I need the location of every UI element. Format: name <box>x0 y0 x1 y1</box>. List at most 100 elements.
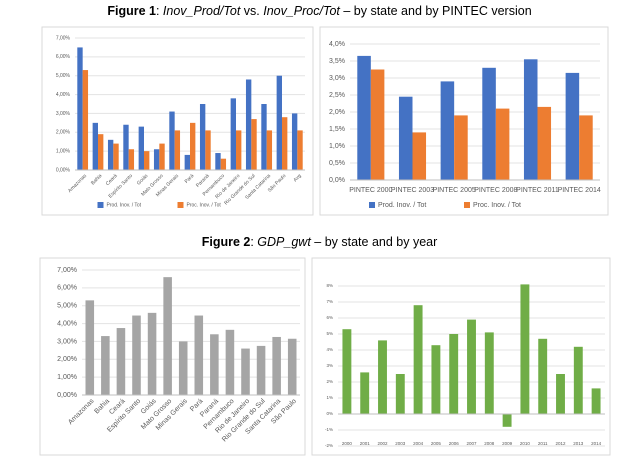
x-tick-label: PINTEC 2005 <box>433 187 476 194</box>
caption: Figure 2: GDP_gwt – by state and by year <box>0 235 639 249</box>
x-tick-label: 2005 <box>431 441 442 446</box>
bar <box>225 329 235 395</box>
caption-text: vs. <box>240 4 264 18</box>
bar <box>357 55 371 180</box>
x-tick-label: 2009 <box>502 441 513 446</box>
x-tick-label: 2012 <box>555 441 566 446</box>
y-tick-label: 3,5% <box>329 58 345 65</box>
bar <box>113 143 119 170</box>
chart-frame <box>311 257 611 456</box>
caption-text: : <box>250 235 258 249</box>
bar <box>282 117 288 170</box>
bar <box>291 113 298 170</box>
bar <box>132 315 141 395</box>
bar <box>523 59 538 180</box>
x-tick-label: Avg <box>292 173 302 183</box>
x-tick-label: PINTEC 2008 <box>474 187 517 194</box>
bar <box>178 341 188 395</box>
bar <box>413 305 423 414</box>
y-tick-label: 4,00% <box>57 320 77 327</box>
x-tick-label: 2003 <box>395 441 406 446</box>
bar <box>174 130 181 170</box>
caption-label: Figure 2 <box>201 235 251 249</box>
bar <box>482 67 496 180</box>
y-tick-label: 1,00% <box>56 148 71 154</box>
bar <box>169 111 175 170</box>
y-tick-label: 4,0% <box>329 41 345 48</box>
bar <box>163 277 172 395</box>
y-tick-label: 6% <box>326 315 333 320</box>
bar <box>138 126 144 170</box>
legend-label: Proc. Inov. / Tot <box>187 202 222 208</box>
y-tick-label: 5% <box>326 331 333 336</box>
bar <box>236 130 242 170</box>
y-tick-label: 1,0% <box>329 143 345 150</box>
y-tick-label: 4,00% <box>56 92 71 98</box>
bar <box>502 414 512 427</box>
y-tick-label: 0,00% <box>56 167 71 173</box>
bar <box>266 130 273 170</box>
bar <box>101 336 110 395</box>
x-tick-label: 2011 <box>538 441 548 446</box>
bar <box>272 336 281 395</box>
bar <box>128 149 135 170</box>
bar <box>199 104 206 170</box>
x-tick-label: PINTEC 2011 <box>516 187 559 194</box>
caption-var: Inov_Proc/Tot <box>263 4 340 18</box>
y-tick-label: -2% <box>325 443 333 448</box>
bar <box>92 122 98 170</box>
bar <box>449 334 459 414</box>
x-tick-label: 2000 <box>342 441 353 446</box>
bar <box>398 96 413 180</box>
bar <box>276 75 282 170</box>
bar <box>251 119 257 170</box>
bar <box>261 104 267 170</box>
bar <box>98 134 104 170</box>
y-tick-label: 2,0% <box>329 109 345 116</box>
legend-label: Proc. Inov. / Tot <box>473 202 521 209</box>
bar <box>565 72 580 180</box>
bar <box>537 106 552 180</box>
bar <box>484 332 494 414</box>
bar <box>82 70 89 170</box>
bar <box>205 130 211 170</box>
y-tick-label: 2,00% <box>56 130 71 136</box>
bar <box>256 345 266 395</box>
bar <box>579 115 593 180</box>
legend-swatch <box>464 202 470 208</box>
bar <box>495 108 510 180</box>
x-tick-label: PINTEC 2014 <box>558 187 601 194</box>
bar <box>210 334 219 395</box>
bar <box>123 124 129 170</box>
bar <box>85 300 95 395</box>
bar <box>454 115 468 180</box>
legend-label: Prod. Inov. / Tot <box>107 202 142 208</box>
caption-label: Figure 1 <box>107 4 156 18</box>
bar <box>556 374 565 414</box>
y-tick-label: 0% <box>326 411 333 416</box>
x-tick-label: 2014 <box>591 441 602 446</box>
bar <box>538 338 548 414</box>
y-tick-label: 2% <box>326 379 333 384</box>
bar <box>412 132 427 180</box>
y-tick-label: 1,00% <box>57 374 77 381</box>
bar <box>220 158 227 170</box>
y-tick-label: 4% <box>326 347 333 352</box>
y-tick-label: 6,00% <box>57 285 77 292</box>
y-tick-label: 0,0% <box>329 177 345 184</box>
caption-text: – by state and by PINTEC version <box>339 4 532 18</box>
x-tick-label: Pará <box>184 173 196 185</box>
legend-swatch <box>177 202 184 208</box>
x-tick-label: PINTEC 2000 <box>349 187 392 194</box>
bar <box>190 122 196 170</box>
bar <box>116 328 126 395</box>
bar <box>107 139 114 170</box>
bar <box>77 47 83 170</box>
caption-var: Inov_Prod/Tot <box>162 4 241 18</box>
bar <box>378 340 387 414</box>
x-tick-label: PINTEC 2003 <box>391 187 434 194</box>
y-tick-label: 3,0% <box>329 75 345 82</box>
x-tick-label: 2001 <box>360 441 371 446</box>
bar <box>241 348 250 395</box>
bar <box>230 98 236 170</box>
